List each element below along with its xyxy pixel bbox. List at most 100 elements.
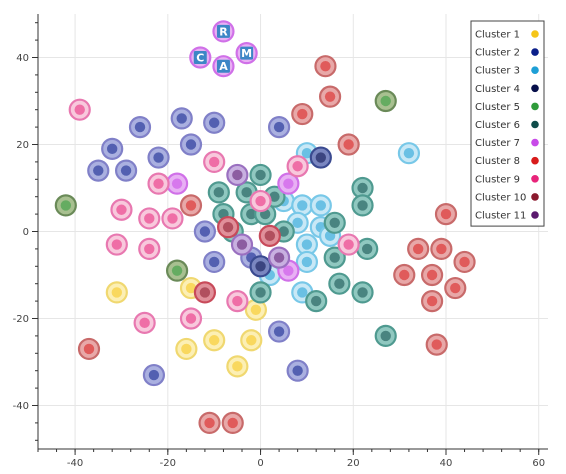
double-exclamation-icon [337,133,360,156]
ok-hand-icon [295,233,319,256]
point-glyph [343,239,354,250]
y-tick-label: 0 [23,227,29,238]
cocktail-icon [110,198,133,221]
relieved-icon [305,290,328,313]
apple-icon [179,194,203,217]
point-glyph [171,265,183,276]
music-note-icon [407,237,430,260]
point-glyph [450,282,461,294]
letter-a-icon: A [212,55,235,78]
point-glyph [334,278,345,289]
point-glyph [255,169,266,181]
drumstick-icon [105,233,128,256]
point-glyph [357,182,368,194]
legend-label: Cluster 5 [475,102,520,113]
wind-face-icon [54,194,77,217]
point-glyph [297,200,308,211]
point-glyph [329,252,340,263]
legend-swatch [531,66,539,74]
letter-tile [240,46,254,60]
point-glyph [255,195,266,207]
dollar-icon [77,337,101,361]
point-glyph [134,121,146,133]
legend-item: Cluster 11 [475,211,539,222]
basketball-icon [226,290,249,313]
point-glyph [199,226,211,237]
y-tick-label: -20 [13,314,29,325]
point-glyph [232,295,243,307]
bear-icon [179,307,203,330]
point-glyph [273,326,285,337]
point-glyph [208,117,220,128]
point-glyph [116,204,127,215]
point-glyph [292,365,303,376]
headphones-icon [420,263,444,287]
legend-swatch [531,84,539,93]
legend-swatch [531,138,539,147]
point-glyph [459,256,470,268]
hand-point-icon [193,281,217,304]
sun-icon [203,250,226,274]
point-glyph [232,361,243,372]
lollipop-icon [133,311,156,334]
legend-label: Cluster 9 [475,174,520,185]
point-glyph [273,252,285,263]
point-glyph [250,304,262,315]
point-glyph [185,200,197,211]
letter-tile [216,59,230,73]
point-glyph [426,269,438,281]
red-heart-icon [216,216,240,239]
legend-item: Cluster 2 [475,48,539,59]
balloons-icon [221,411,244,434]
rofl-icon [328,272,351,295]
legend-item: Cluster 4 [475,84,539,95]
hand-raised-icon [249,255,272,278]
point-glyph [297,108,308,120]
point-glyph [111,287,123,298]
data-points: R C MA [54,20,476,434]
point-glyph [255,287,266,298]
point-glyph [185,313,197,324]
point-glyph [93,165,104,176]
point-glyph [204,417,215,429]
letter-c-icon: C [189,46,212,69]
point-glyph [301,239,313,250]
minus-icon [314,55,337,78]
syringe-icon [267,115,291,139]
y-tick-label: 40 [16,53,29,64]
x-tick-label: -40 [67,458,83,469]
point-glyph [222,221,234,233]
x-tick-label: 40 [440,458,453,469]
point-glyph [74,104,85,115]
point-glyph [246,335,257,346]
palm-tree-icon [170,107,193,130]
cold-sweat-icon [267,246,291,269]
point-glyph [111,239,123,250]
point-glyph [176,113,187,124]
point-glyph [357,200,368,211]
legend-swatch [531,48,539,56]
point-glyph [153,152,164,163]
ambulance-icon [397,142,421,165]
mute-icon [434,203,458,226]
dizzy-face-icon [226,163,249,187]
paw-prints-icon [240,329,263,352]
point-glyph [399,269,410,281]
pill-icon [198,411,221,434]
point-glyph [241,187,252,198]
point-glyph [144,213,155,224]
point-letter: C [196,52,204,65]
clapper-icon [374,324,397,347]
point-glyph [246,208,257,220]
point-glyph [436,243,447,255]
point-glyph [301,148,313,159]
guitar-icon [420,290,444,313]
letter-m-icon: M [235,42,258,65]
legend-item: Cluster 1 [475,30,539,41]
letter-tile [216,24,230,38]
cd-icon [393,263,416,287]
sun-face-icon [179,133,203,156]
tear-icon [356,237,379,260]
point-glyph [185,282,197,294]
